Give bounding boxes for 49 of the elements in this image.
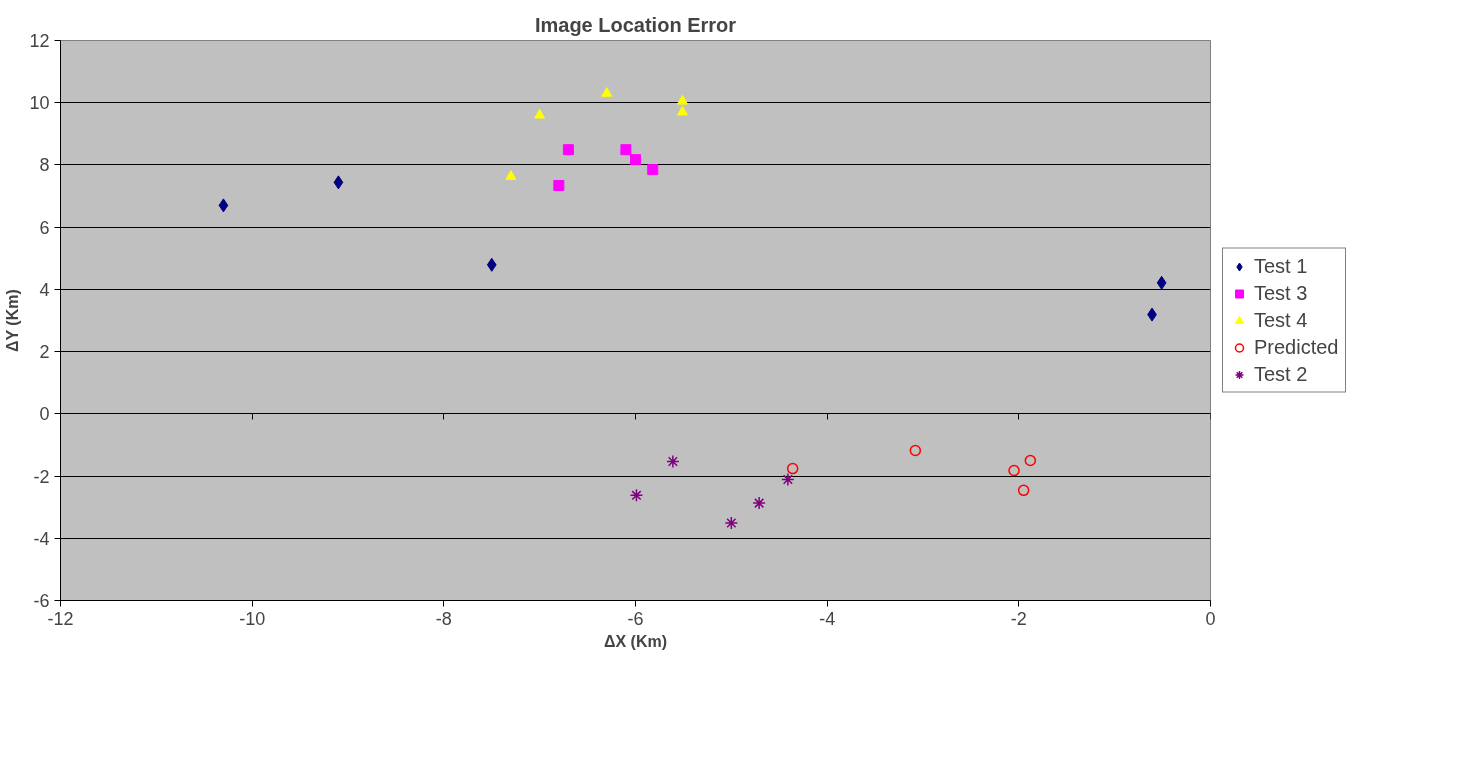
y-tick-label: 12: [29, 31, 50, 51]
y-tick-label: 10: [29, 93, 50, 114]
x-tick-label: -2: [1010, 608, 1027, 629]
legend-label: Test 4: [1254, 308, 1308, 332]
point: [676, 94, 688, 105]
point: [1017, 484, 1030, 497]
x-tick-label: -6: [627, 608, 644, 629]
point: [752, 496, 766, 510]
point: [1156, 275, 1167, 290]
x-tick-label: -10: [239, 608, 266, 629]
x-axis-title: ΔX (Km): [603, 632, 668, 650]
point: [786, 462, 799, 475]
legend-label: Predicted: [1254, 335, 1339, 359]
legend-label: Test 1: [1254, 254, 1308, 278]
point: [630, 154, 641, 166]
point: [534, 108, 546, 119]
x-tick-label: -8: [435, 608, 452, 629]
point: [218, 198, 229, 213]
y-tick-label: -2: [33, 466, 50, 487]
point: [620, 144, 632, 156]
point: [601, 87, 613, 97]
point: [629, 488, 644, 503]
x-tick-label: 0: [1205, 608, 1216, 629]
y-tick-label: 2: [39, 342, 50, 363]
y-tick-label: 8: [39, 155, 50, 176]
legend-label: Test 2: [1254, 362, 1308, 386]
x-tick-label: -12: [47, 608, 74, 629]
point: [1008, 464, 1020, 477]
point: [647, 164, 659, 176]
y-tick-label: -6: [33, 591, 50, 611]
y-tick-label: -4: [33, 528, 50, 549]
point: [781, 472, 795, 487]
y-tick-label: 4: [39, 279, 50, 300]
point: [486, 257, 497, 272]
point: [676, 105, 688, 116]
point: [333, 175, 344, 190]
x-tick-label: -4: [819, 608, 836, 629]
point: [666, 454, 680, 469]
point: [505, 170, 517, 180]
point: [909, 444, 922, 457]
chart-title: Image Location Error: [534, 13, 737, 36]
y-axis-title: ΔY (Km): [4, 289, 22, 353]
y-tick-label: 6: [39, 217, 50, 238]
point: [562, 144, 574, 156]
point: [553, 179, 565, 191]
point: [724, 516, 739, 530]
point: [1024, 454, 1037, 467]
y-tick-label: 0: [39, 404, 50, 425]
legend-label: Test 3: [1254, 281, 1308, 305]
